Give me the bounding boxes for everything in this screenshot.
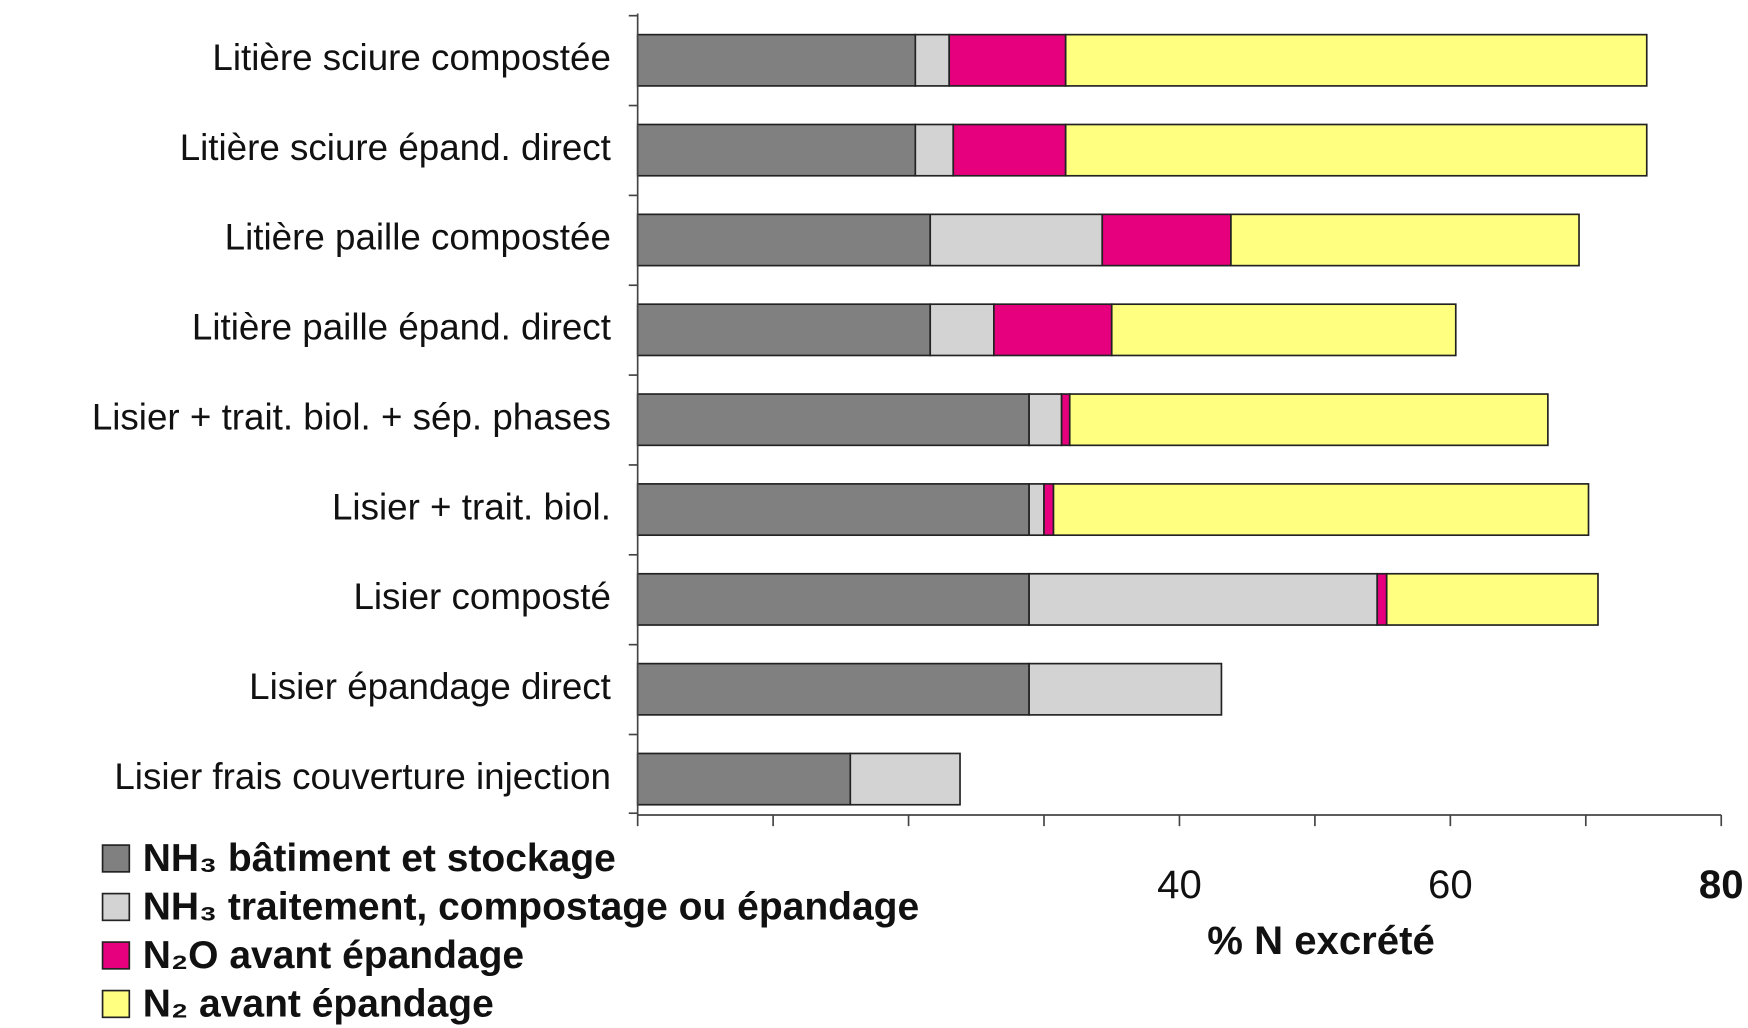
x-axis-label: % N excrété xyxy=(1207,918,1435,963)
legend-swatch xyxy=(101,844,131,873)
bar-segment xyxy=(1101,213,1232,267)
category-label: Litière sciure épand. direct xyxy=(180,127,611,168)
bar-segment xyxy=(1028,662,1223,716)
x-tick-label: 40 xyxy=(1157,862,1202,907)
category-label: Litière paille épand. direct xyxy=(192,307,611,348)
bar-segment xyxy=(914,33,951,87)
bar-segment xyxy=(636,303,932,357)
bar-segment xyxy=(1230,213,1580,267)
bar-segment xyxy=(1060,393,1071,447)
legend-swatch xyxy=(101,892,131,922)
bar-segment xyxy=(636,123,917,177)
category-label: Litière paille compostée xyxy=(225,217,611,258)
legend-label: N₂ avant épandage xyxy=(143,982,494,1025)
bar-segment xyxy=(1068,393,1549,447)
bar-segment xyxy=(948,33,1067,87)
bar-segment xyxy=(636,213,932,267)
bar-segment xyxy=(636,662,1030,716)
category-label: Lisier épandage direct xyxy=(249,666,611,707)
bar-segment xyxy=(849,752,961,806)
x-tick-label: 60 xyxy=(1428,862,1473,907)
bar-segment xyxy=(636,33,917,87)
bar-segment xyxy=(1028,393,1063,447)
bar-segment xyxy=(929,303,995,357)
legend-swatch xyxy=(101,989,131,1019)
bar-segment xyxy=(1028,572,1379,626)
x-tick-label: 80 xyxy=(1699,862,1744,907)
legend-swatch xyxy=(101,941,131,970)
bar-segment xyxy=(929,213,1104,267)
category-label: Litière sciure compostée xyxy=(212,37,610,78)
bar-segment xyxy=(914,123,955,177)
bar-segment xyxy=(952,123,1067,177)
bar-segment xyxy=(1028,483,1045,537)
bar-segment xyxy=(636,393,1030,447)
bar-segment xyxy=(1064,33,1648,87)
bar-segment xyxy=(1052,483,1590,537)
bar-segment xyxy=(1110,303,1457,357)
bar-segment xyxy=(1064,123,1648,177)
bar-segment xyxy=(636,483,1030,537)
bar-segment xyxy=(993,303,1113,357)
legend-label: NH₃ traitement, compostage ou épandage xyxy=(143,886,920,929)
legend-label: N₂O avant épandage xyxy=(143,934,524,977)
legend-label: NH₃ bâtiment et stockage xyxy=(143,837,616,880)
category-label: Lisier composté xyxy=(353,576,610,617)
category-label: Lisier + trait. biol. + sép. phases xyxy=(92,396,611,437)
bar-segment xyxy=(1376,572,1388,626)
bar-segment xyxy=(636,752,852,806)
category-label: Lisier frais couverture injection xyxy=(114,756,611,797)
bar-segment xyxy=(636,572,1030,626)
bar-segment xyxy=(1043,483,1055,537)
category-label: Lisier + trait. biol. xyxy=(332,486,611,527)
bar-segment xyxy=(1385,572,1599,626)
